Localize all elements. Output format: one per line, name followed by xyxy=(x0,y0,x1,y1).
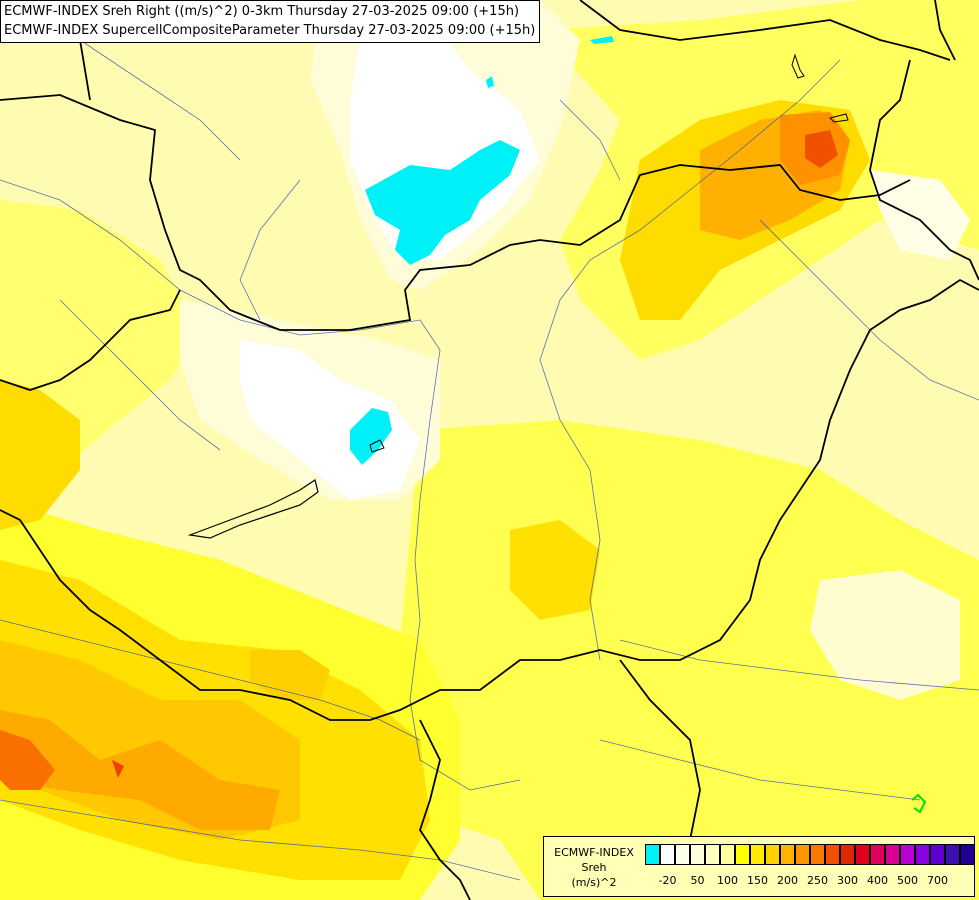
shade-cyan-central xyxy=(350,408,392,465)
lake-north xyxy=(829,113,849,123)
legend-tick-label: 50 xyxy=(690,874,705,887)
legend-tick-label: 100 xyxy=(717,874,738,887)
legend-label-product: ECMWF-INDEX xyxy=(554,846,634,859)
legend-tick-label: 500 xyxy=(897,874,918,887)
legend-swatch xyxy=(660,844,675,865)
legend-swatch xyxy=(825,844,840,865)
map-title-box: ECMWF-INDEX Sreh Right ((m/s)^2) 0-3km T… xyxy=(0,0,541,43)
border-west xyxy=(0,289,181,391)
shade-redorange-southwest xyxy=(0,730,55,790)
rivers xyxy=(0,39,979,881)
legend-swatch xyxy=(885,844,900,865)
legend-swatch xyxy=(855,844,870,865)
border-east xyxy=(0,278,979,721)
legend-label-unit: (m/s)^2 xyxy=(571,876,617,889)
river-drava xyxy=(0,619,421,741)
legend-swatch xyxy=(705,844,720,865)
legend-swatch xyxy=(675,844,690,865)
shade-cyan-small1 xyxy=(590,36,614,44)
border-north-top xyxy=(579,0,951,61)
legend-ticks: -20 50 100 150 200 250 300 400 500 700 xyxy=(645,874,975,888)
legend-swatch xyxy=(870,844,885,865)
legend-swatch xyxy=(780,844,795,865)
shade-red-northeast xyxy=(805,130,838,168)
shade-pale-southeast xyxy=(810,570,960,700)
legend-swatch xyxy=(720,844,735,865)
river-north xyxy=(239,179,301,321)
contour-east-small xyxy=(791,53,805,79)
river-north3 xyxy=(559,99,621,181)
legend-tick-label: 250 xyxy=(807,874,828,887)
lake-balaton xyxy=(187,479,319,539)
shade-cyan-small2 xyxy=(486,76,494,88)
title-line-2: ECMWF-INDEX SupercellCompositeParameter … xyxy=(4,23,536,38)
river-west xyxy=(59,299,221,451)
river-southeast xyxy=(599,739,921,801)
legend-swatch xyxy=(765,844,780,865)
shade-white-central xyxy=(240,340,420,500)
color-legend: ECMWF-INDEX Sreh (m/s)^2 -20 50 100 150 200 2… xyxy=(543,836,975,897)
river-mures xyxy=(619,639,979,691)
river-danube xyxy=(0,179,521,791)
shade-cyan-north xyxy=(365,140,520,265)
river-north2 xyxy=(79,39,241,161)
shade-pale-east xyxy=(870,170,970,260)
shade-gold-west xyxy=(0,380,80,530)
legend-tick-label: 700 xyxy=(927,874,948,887)
shade-red-spot xyxy=(112,760,124,778)
shade-gold-central xyxy=(510,520,600,620)
legend-tick-label: 200 xyxy=(777,874,798,887)
legend-label-parameter: Sreh xyxy=(581,861,607,874)
legend-swatch xyxy=(690,844,705,865)
legend-tick-label: -20 xyxy=(658,874,677,887)
legend-swatch xyxy=(915,844,930,865)
river-tisza xyxy=(539,59,841,661)
legend-swatch xyxy=(945,844,960,865)
legend-swatch xyxy=(930,844,945,865)
river-sava xyxy=(0,799,521,881)
border-far-northeast xyxy=(934,0,956,61)
legend-swatch xyxy=(960,844,975,865)
border-north xyxy=(0,94,911,331)
border-south xyxy=(419,719,471,900)
legend-swatch xyxy=(795,844,810,865)
scp-contour-marker xyxy=(911,793,927,814)
shade-orange-southwest xyxy=(0,710,280,830)
legend-swatch xyxy=(840,844,855,865)
legend-tick-label: 300 xyxy=(837,874,858,887)
legend-swatch xyxy=(645,844,660,865)
river-east xyxy=(759,219,979,401)
border-northeast xyxy=(869,59,979,281)
legend-tick-label: 400 xyxy=(867,874,888,887)
legend-swatches xyxy=(645,844,975,865)
legend-swatch xyxy=(810,844,825,865)
title-line-1: ECMWF-INDEX Sreh Right ((m/s)^2) 0-3km T… xyxy=(4,4,520,19)
legend-swatch xyxy=(900,844,915,865)
border-southeast xyxy=(619,659,701,841)
legend-tick-label: 150 xyxy=(747,874,768,887)
legend-swatch xyxy=(750,844,765,865)
legend-swatch xyxy=(735,844,750,865)
lake-small xyxy=(369,439,385,453)
